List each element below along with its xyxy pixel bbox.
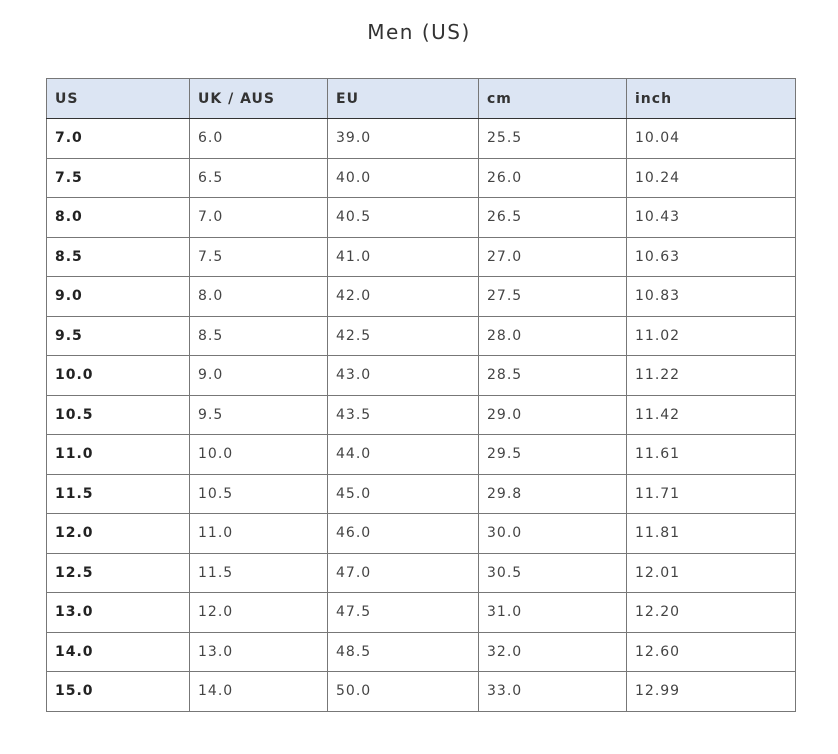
table-row: 7.5 6.5 40.0 26.0 10.24 <box>46 157 796 198</box>
cell-uk-aus: 10.5 <box>189 473 328 514</box>
cell-inch: 12.60 <box>626 631 796 672</box>
table-row: 11.0 10.0 44.0 29.5 11.61 <box>46 434 796 475</box>
cell-inch: 10.04 <box>626 118 796 159</box>
cell-eu: 43.0 <box>327 355 479 396</box>
cell-us: 14.0 <box>46 631 190 672</box>
cell-eu: 42.0 <box>327 276 479 317</box>
cell-cm: 29.5 <box>478 434 627 475</box>
cell-uk-aus: 14.0 <box>189 671 328 712</box>
cell-us: 10.5 <box>46 394 190 435</box>
cell-inch: 12.01 <box>626 552 796 593</box>
cell-cm: 27.0 <box>478 236 627 277</box>
cell-uk-aus: 7.0 <box>189 197 328 238</box>
cell-uk-aus: 7.5 <box>189 236 328 277</box>
table-row: 13.0 12.0 47.5 31.0 12.20 <box>46 592 796 633</box>
cell-uk-aus: 11.5 <box>189 552 328 593</box>
cell-uk-aus: 9.0 <box>189 355 328 396</box>
cell-uk-aus: 6.0 <box>189 118 328 159</box>
cell-inch: 10.43 <box>626 197 796 238</box>
cell-us: 8.0 <box>46 197 190 238</box>
cell-inch: 12.99 <box>626 671 796 712</box>
table-row: 9.5 8.5 42.5 28.0 11.02 <box>46 315 796 356</box>
cell-cm: 29.8 <box>478 473 627 514</box>
cell-inch: 11.71 <box>626 473 796 514</box>
header-eu: EU <box>327 78 479 119</box>
page-title: Men (US) <box>367 20 471 44</box>
cell-us: 11.0 <box>46 434 190 475</box>
cell-cm: 31.0 <box>478 592 627 633</box>
table-row: 8.5 7.5 41.0 27.0 10.63 <box>46 236 796 277</box>
cell-cm: 28.5 <box>478 355 627 396</box>
cell-eu: 47.5 <box>327 592 479 633</box>
cell-us: 9.5 <box>46 315 190 356</box>
cell-eu: 43.5 <box>327 394 479 435</box>
cell-inch: 11.81 <box>626 513 796 554</box>
cell-us: 15.0 <box>46 671 190 712</box>
cell-cm: 29.0 <box>478 394 627 435</box>
cell-us: 11.5 <box>46 473 190 514</box>
cell-eu: 42.5 <box>327 315 479 356</box>
table-row: 10.0 9.0 43.0 28.5 11.22 <box>46 355 796 396</box>
table-row: 8.0 7.0 40.5 26.5 10.43 <box>46 197 796 238</box>
cell-cm: 30.5 <box>478 552 627 593</box>
cell-inch: 10.63 <box>626 236 796 277</box>
cell-eu: 39.0 <box>327 118 479 159</box>
cell-cm: 30.0 <box>478 513 627 554</box>
table-row: 10.5 9.5 43.5 29.0 11.42 <box>46 394 796 435</box>
cell-cm: 25.5 <box>478 118 627 159</box>
cell-uk-aus: 11.0 <box>189 513 328 554</box>
table-row: 14.0 13.0 48.5 32.0 12.60 <box>46 631 796 672</box>
cell-uk-aus: 12.0 <box>189 592 328 633</box>
cell-us: 12.0 <box>46 513 190 554</box>
cell-inch: 12.20 <box>626 592 796 633</box>
cell-us: 7.0 <box>46 118 190 159</box>
cell-uk-aus: 6.5 <box>189 157 328 198</box>
table-row: 11.5 10.5 45.0 29.8 11.71 <box>46 473 796 514</box>
cell-uk-aus: 8.5 <box>189 315 328 356</box>
cell-us: 10.0 <box>46 355 190 396</box>
table-row: 12.0 11.0 46.0 30.0 11.81 <box>46 513 796 554</box>
cell-us: 12.5 <box>46 552 190 593</box>
cell-eu: 47.0 <box>327 552 479 593</box>
cell-us: 8.5 <box>46 236 190 277</box>
cell-eu: 40.0 <box>327 157 479 198</box>
cell-inch: 11.61 <box>626 434 796 475</box>
header-row: US UK / AUS EU cm inch <box>46 78 796 119</box>
cell-cm: 27.5 <box>478 276 627 317</box>
header-cm: cm <box>478 78 627 119</box>
cell-eu: 45.0 <box>327 473 479 514</box>
cell-eu: 48.5 <box>327 631 479 672</box>
cell-us: 7.5 <box>46 157 190 198</box>
cell-cm: 33.0 <box>478 671 627 712</box>
cell-cm: 26.5 <box>478 197 627 238</box>
cell-inch: 10.83 <box>626 276 796 317</box>
cell-uk-aus: 13.0 <box>189 631 328 672</box>
cell-us: 13.0 <box>46 592 190 633</box>
header-inch: inch <box>626 78 796 119</box>
cell-inch: 11.22 <box>626 355 796 396</box>
header-uk-aus: UK / AUS <box>189 78 328 119</box>
cell-inch: 11.42 <box>626 394 796 435</box>
cell-eu: 40.5 <box>327 197 479 238</box>
cell-eu: 50.0 <box>327 671 479 712</box>
cell-inch: 11.02 <box>626 315 796 356</box>
cell-cm: 32.0 <box>478 631 627 672</box>
table-row: 15.0 14.0 50.0 33.0 12.99 <box>46 671 796 712</box>
table-row: 12.5 11.5 47.0 30.5 12.01 <box>46 552 796 593</box>
cell-inch: 10.24 <box>626 157 796 198</box>
cell-eu: 41.0 <box>327 236 479 277</box>
cell-uk-aus: 9.5 <box>189 394 328 435</box>
size-chart-table: US UK / AUS EU cm inch 7.0 6.0 39.0 25.5 10.… <box>46 78 796 712</box>
header-us: US <box>46 78 190 119</box>
cell-uk-aus: 8.0 <box>189 276 328 317</box>
cell-uk-aus: 10.0 <box>189 434 328 475</box>
cell-us: 9.0 <box>46 276 190 317</box>
cell-eu: 46.0 <box>327 513 479 554</box>
cell-cm: 26.0 <box>478 157 627 198</box>
table-row: 7.0 6.0 39.0 25.5 10.04 <box>46 118 796 159</box>
table-row: 9.0 8.0 42.0 27.5 10.83 <box>46 276 796 317</box>
cell-eu: 44.0 <box>327 434 479 475</box>
cell-cm: 28.0 <box>478 315 627 356</box>
